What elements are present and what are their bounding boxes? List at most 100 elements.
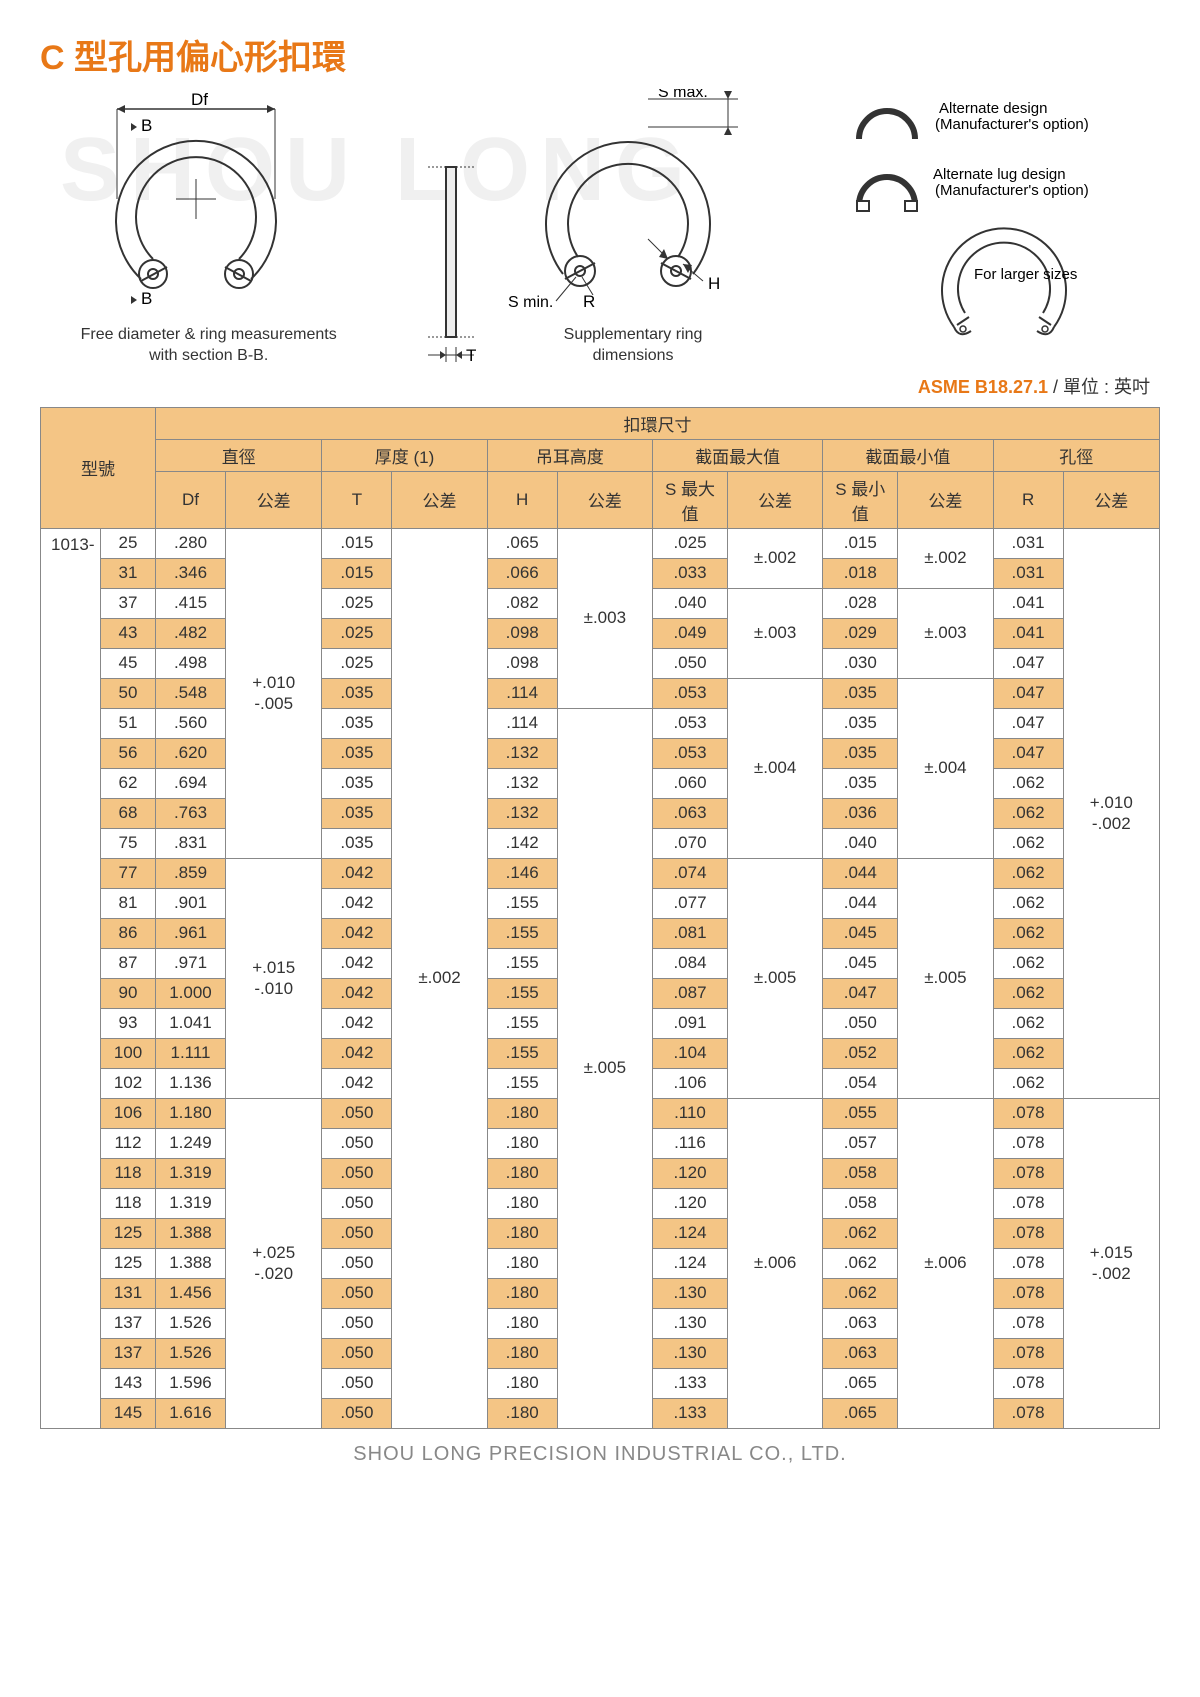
th-sub: 公差 (557, 471, 652, 528)
cell: .961 (156, 918, 226, 948)
cell: .077 (652, 888, 727, 918)
tolerance-cell: +.015 -.002 (1063, 1098, 1159, 1428)
cell: .180 (487, 1188, 557, 1218)
cell: 50 (101, 678, 156, 708)
th-ring-dims: 扣環尺寸 (156, 407, 1160, 439)
cell: .035 (823, 768, 898, 798)
cell: .057 (823, 1128, 898, 1158)
tolerance-cell: ±.004 (727, 678, 822, 858)
cell: .078 (993, 1308, 1063, 1338)
cell: .114 (487, 708, 557, 738)
cell: 51 (101, 708, 156, 738)
ring-front-svg: Df B B (81, 89, 311, 319)
series-cell: 1013- (41, 528, 101, 1428)
cell: .132 (487, 768, 557, 798)
cell: .146 (487, 858, 557, 888)
cell: .130 (652, 1338, 727, 1368)
tolerance-cell: ±.002 (727, 528, 822, 588)
svg-text:H: H (708, 274, 720, 293)
cell: .062 (993, 1068, 1063, 1098)
cell: 87 (101, 948, 156, 978)
cell: 1.388 (156, 1248, 226, 1278)
th-group: 孔徑 (993, 439, 1159, 471)
cell: .042 (322, 918, 392, 948)
cell: .040 (823, 828, 898, 858)
cell: .106 (652, 1068, 727, 1098)
cell: .087 (652, 978, 727, 1008)
tolerance-cell: +.025 -.020 (226, 1098, 322, 1428)
cell: 81 (101, 888, 156, 918)
cell: .029 (823, 618, 898, 648)
tolerance-cell: ±.004 (898, 678, 993, 858)
cell: 1.596 (156, 1368, 226, 1398)
cell: .062 (993, 798, 1063, 828)
cell: .065 (823, 1368, 898, 1398)
cell: 112 (101, 1128, 156, 1158)
cell: .031 (993, 558, 1063, 588)
cell: 1.319 (156, 1158, 226, 1188)
cell: .015 (823, 528, 898, 558)
cell: .180 (487, 1248, 557, 1278)
cell: .035 (322, 738, 392, 768)
cell: 143 (101, 1368, 156, 1398)
cell: .025 (322, 588, 392, 618)
tolerance-cell: +.010 -.005 (226, 528, 322, 858)
cell: 102 (101, 1068, 156, 1098)
cell: .015 (322, 528, 392, 558)
th-sub: 公差 (727, 471, 822, 528)
cell: .133 (652, 1368, 727, 1398)
cell: .084 (652, 948, 727, 978)
tolerance-cell: +.015 -.010 (226, 858, 322, 1098)
cell: .042 (322, 888, 392, 918)
cell: .050 (322, 1368, 392, 1398)
svg-text:S min.: S min. (508, 294, 553, 311)
cell: .053 (652, 678, 727, 708)
cell: .098 (487, 618, 557, 648)
tolerance-cell: +.010 -.002 (1063, 528, 1159, 1098)
cell: 106 (101, 1098, 156, 1128)
tolerance-cell: ±.003 (727, 588, 822, 678)
th-group: 厚度 (1) (322, 439, 487, 471)
cell: 1.180 (156, 1098, 226, 1128)
th-sub: 公差 (226, 471, 322, 528)
cell: 1.319 (156, 1188, 226, 1218)
cell: .042 (322, 1038, 392, 1068)
cell: .116 (652, 1128, 727, 1158)
th-group: 吊耳高度 (487, 439, 652, 471)
cell: 1.136 (156, 1068, 226, 1098)
cell: 100 (101, 1038, 156, 1068)
spec-line: ASME B18.27.1 / 單位 : 英吋 (40, 373, 1150, 399)
cell: .078 (993, 1368, 1063, 1398)
cell: .180 (487, 1308, 557, 1338)
cell: .082 (487, 588, 557, 618)
cell: 68 (101, 798, 156, 828)
spec-standard: ASME B18.27.1 (918, 377, 1048, 397)
cell: .050 (322, 1218, 392, 1248)
th-sub: 公差 (1063, 471, 1159, 528)
cell: .060 (652, 768, 727, 798)
cell: .155 (487, 948, 557, 978)
svg-text:B: B (141, 116, 152, 135)
cell: 56 (101, 738, 156, 768)
th-group: 截面最小值 (823, 439, 993, 471)
cell: .694 (156, 768, 226, 798)
cell: .062 (993, 858, 1063, 888)
th-group: 截面最大值 (652, 439, 822, 471)
cell: .065 (823, 1398, 898, 1428)
cell: .062 (993, 918, 1063, 948)
ring-alt-svg: Alternate design (Manufacturer's option)… (839, 89, 1119, 349)
cell: .120 (652, 1158, 727, 1188)
cell: .036 (823, 798, 898, 828)
cell: .062 (993, 768, 1063, 798)
cell: 125 (101, 1218, 156, 1248)
diagram-left-caption: Free diameter & ring measurements with s… (81, 325, 337, 367)
cell: .859 (156, 858, 226, 888)
cell: .130 (652, 1278, 727, 1308)
cell: .053 (652, 738, 727, 768)
cell: .180 (487, 1338, 557, 1368)
cell: .132 (487, 798, 557, 828)
cell: .078 (993, 1338, 1063, 1368)
cell: 93 (101, 1008, 156, 1038)
cell: .078 (993, 1218, 1063, 1248)
cell: .142 (487, 828, 557, 858)
